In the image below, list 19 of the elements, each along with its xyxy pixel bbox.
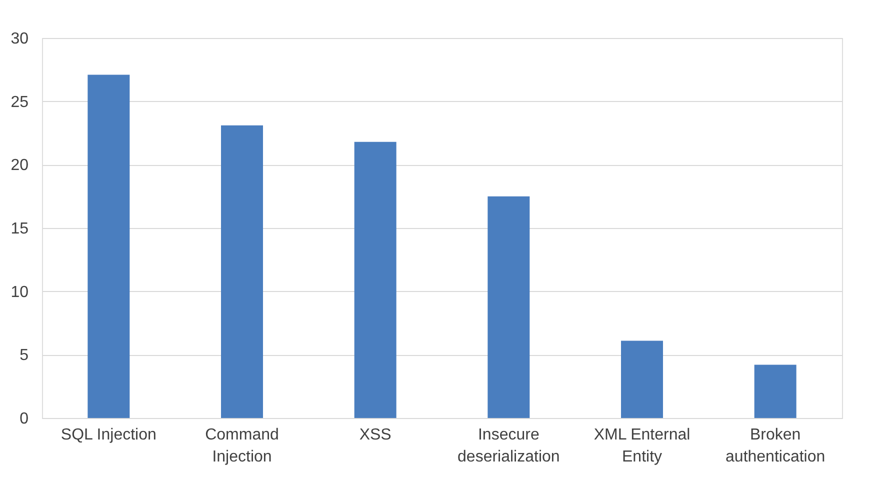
x-tick-label: XSS — [359, 426, 392, 444]
y-tick-label: 5 — [20, 347, 29, 364]
y-tick-label: 30 — [10, 30, 29, 48]
x-tick-label: Command Injection — [205, 426, 279, 466]
bar — [754, 364, 796, 418]
x-tick-label: SQL Injection — [60, 426, 156, 444]
y-tick-label: 0 — [20, 410, 29, 428]
y-tick-label: 20 — [10, 157, 29, 174]
y-tick-label: 15 — [10, 220, 29, 238]
x-tick-label: Broken authentication — [726, 426, 826, 466]
y-tick-label: 25 — [10, 94, 29, 111]
bar — [354, 142, 396, 418]
bar — [88, 74, 130, 418]
bar — [488, 196, 530, 418]
y-tick-label: 10 — [10, 284, 29, 301]
x-tick-label: Insecure deserialization — [458, 426, 560, 466]
x-tick-label: XML Enternal Entity — [594, 426, 690, 466]
bar — [221, 125, 263, 418]
bar — [621, 340, 663, 418]
